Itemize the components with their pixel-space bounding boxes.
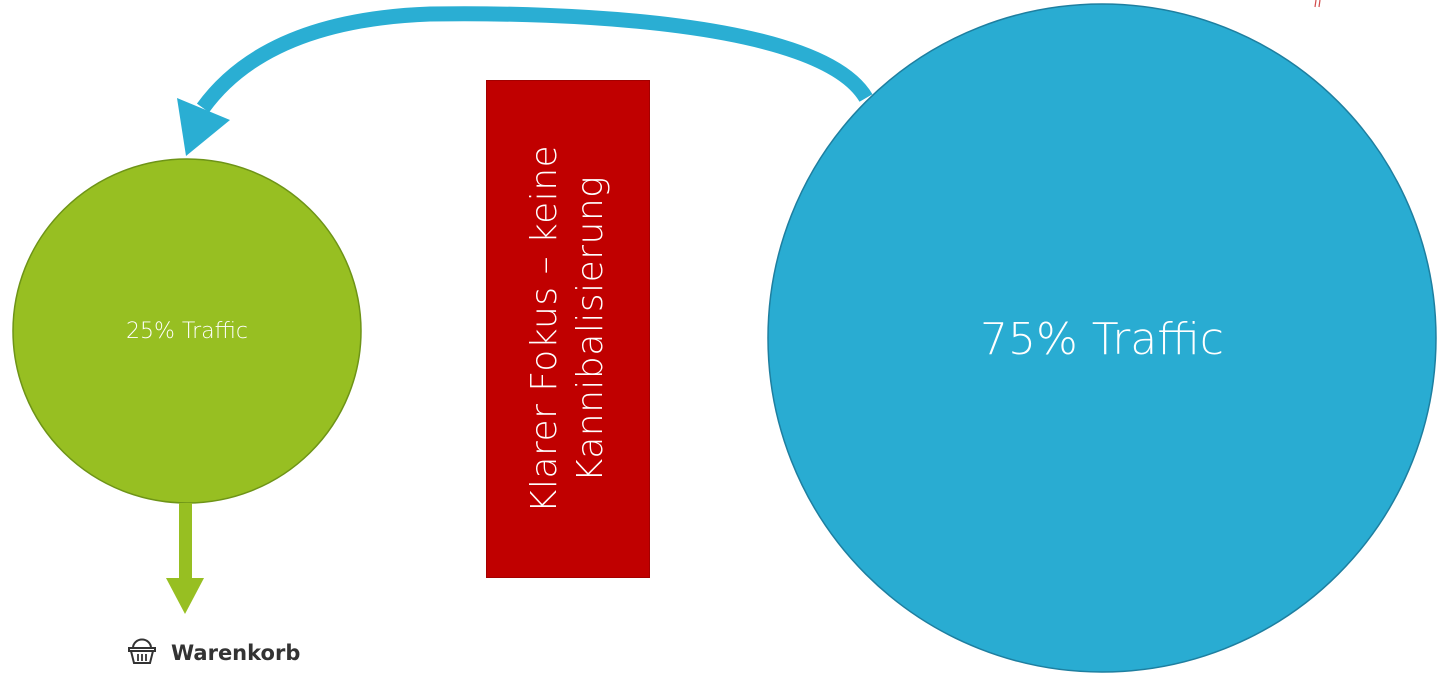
cart-arrow-shaft [179, 503, 192, 579]
cart-label: Warenkorb [171, 641, 301, 665]
cart-link[interactable]: Warenkorb [127, 636, 300, 670]
cart-arrowhead [166, 578, 204, 614]
redirect-arrow-shaft [196, 6, 873, 113]
large-circle-label: 75% Traffic [980, 314, 1224, 365]
shopping-basket-icon [127, 636, 157, 671]
corner-mark [1314, 0, 1321, 8]
large-traffic-circle [767, 3, 1437, 673]
redirect-arrowhead [177, 98, 230, 156]
focus-note-box: Klarer Fokus – keine Kannibalisierung [486, 80, 650, 578]
focus-note-text: Klarer Fokus – keine Kannibalisierung [524, 144, 611, 514]
small-circle-label: 25% Traffic [126, 319, 248, 344]
